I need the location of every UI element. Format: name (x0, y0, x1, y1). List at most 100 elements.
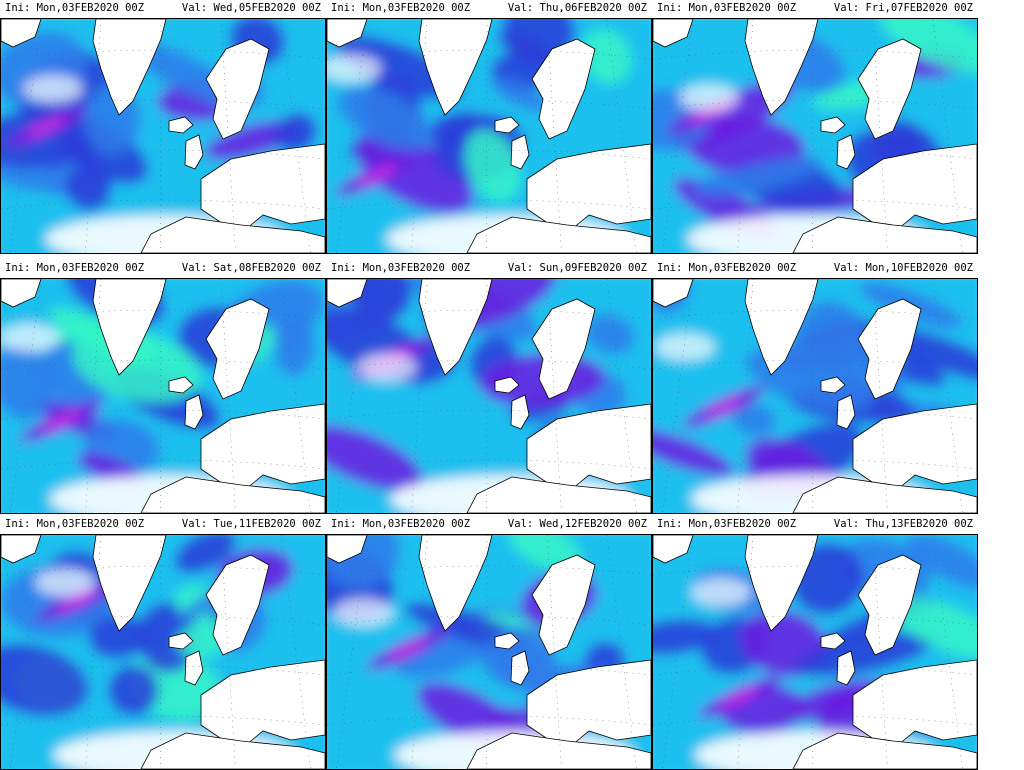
precipitation-map (326, 278, 652, 514)
precipitation-map (0, 18, 326, 254)
lat-lon-grid (653, 19, 977, 253)
british-isles (836, 394, 856, 430)
panel-header: Ini: Mon,03FEB2020 00Z Val: Fri,07FEB2020… (652, 0, 978, 16)
greenland (92, 535, 167, 632)
iceland (168, 116, 194, 134)
init-time-label: Ini: Mon,03FEB2020 00Z (331, 262, 471, 274)
panel-header: Ini: Mon,03FEB2020 00Z Val: Wed,05FEB2020… (0, 0, 326, 16)
arctic-islands (1, 279, 42, 308)
arctic-islands (327, 535, 368, 564)
forecast-panel: Ini: Mon,03FEB2020 00Z Val: Wed,05FEB2020… (0, 0, 326, 254)
continental-europe (200, 659, 325, 746)
iceland (494, 376, 520, 394)
lat-lon-grid (327, 535, 651, 769)
valid-time-label: Val: Thu,06FEB2020 00Z (507, 2, 647, 14)
init-time-label: Ini: Mon,03FEB2020 00Z (5, 518, 145, 530)
lat-lon-grid (1, 535, 325, 769)
landmass-outlines (653, 279, 977, 513)
landmass-outlines (327, 279, 651, 513)
panel-header: Ini: Mon,03FEB2020 00Z Val: Wed,12FEB2020… (326, 516, 652, 532)
landmass-outlines (327, 19, 651, 253)
greenland (92, 279, 167, 376)
valid-time-label: Val: Fri,07FEB2020 00Z (833, 2, 973, 14)
iceland (820, 632, 846, 650)
landmass-outlines (653, 535, 977, 769)
north-africa (140, 732, 325, 769)
iceland (494, 116, 520, 134)
forecast-panel: Ini: Mon,03FEB2020 00Z Val: Sat,08FEB2020… (0, 260, 326, 514)
north-africa (466, 732, 651, 769)
precipitation-map (326, 18, 652, 254)
north-africa (792, 732, 977, 769)
arctic-islands (327, 279, 368, 308)
greenland (92, 19, 167, 116)
valid-time-label: Val: Thu,13FEB2020 00Z (833, 518, 973, 530)
init-time-label: Ini: Mon,03FEB2020 00Z (5, 262, 145, 274)
valid-time-label: Val: Sun,09FEB2020 00Z (507, 262, 647, 274)
scandinavia (857, 554, 922, 656)
panel-header: Ini: Mon,03FEB2020 00Z Val: Thu,13FEB2020… (652, 516, 978, 532)
continental-europe (852, 143, 977, 230)
greenland (418, 279, 493, 376)
scandinavia (531, 554, 596, 656)
north-africa (466, 216, 651, 253)
arctic-islands (653, 279, 694, 308)
north-africa (792, 216, 977, 253)
landmass-outlines (653, 19, 977, 253)
precipitation-map (652, 534, 978, 770)
british-isles (184, 650, 204, 686)
valid-time-label: Val: Wed,12FEB2020 00Z (507, 518, 647, 530)
iceland (494, 632, 520, 650)
valid-time-label: Val: Sat,08FEB2020 00Z (181, 262, 321, 274)
lat-lon-grid (653, 535, 977, 769)
precipitation-map (0, 278, 326, 514)
panel-header: Ini: Mon,03FEB2020 00Z Val: Sun,09FEB2020… (326, 260, 652, 276)
valid-time-label: Val: Wed,05FEB2020 00Z (181, 2, 321, 14)
forecast-panel: Ini: Mon,03FEB2020 00Z Val: Thu,06FEB2020… (326, 0, 652, 254)
continental-europe (526, 659, 651, 746)
landmass-outlines (1, 279, 325, 513)
north-africa (140, 476, 325, 513)
continental-europe (200, 403, 325, 490)
precipitation-map (326, 534, 652, 770)
greenland (744, 535, 819, 632)
british-isles (510, 650, 530, 686)
init-time-label: Ini: Mon,03FEB2020 00Z (657, 262, 797, 274)
precipitation-map (0, 534, 326, 770)
greenland (418, 535, 493, 632)
valid-time-label: Val: Mon,10FEB2020 00Z (833, 262, 973, 274)
landmass-outlines (1, 19, 325, 253)
precipitation-map (652, 278, 978, 514)
arctic-islands (653, 535, 694, 564)
forecast-panel: Ini: Mon,03FEB2020 00Z Val: Mon,10FEB2020… (652, 260, 978, 514)
panel-header: Ini: Mon,03FEB2020 00Z Val: Sat,08FEB2020… (0, 260, 326, 276)
lat-lon-grid (653, 279, 977, 513)
iceland (820, 376, 846, 394)
landmass-outlines (327, 535, 651, 769)
british-isles (836, 134, 856, 170)
continental-europe (526, 403, 651, 490)
lat-lon-grid (327, 19, 651, 253)
greenland (744, 19, 819, 116)
scandinavia (205, 298, 270, 400)
continental-europe (852, 403, 977, 490)
arctic-islands (1, 19, 42, 48)
lat-lon-grid (1, 279, 325, 513)
panel-header: Ini: Mon,03FEB2020 00Z Val: Mon,10FEB2020… (652, 260, 978, 276)
init-time-label: Ini: Mon,03FEB2020 00Z (331, 2, 471, 14)
north-africa (792, 476, 977, 513)
lat-lon-grid (1, 19, 325, 253)
arctic-islands (327, 19, 368, 48)
greenland (744, 279, 819, 376)
init-time-label: Ini: Mon,03FEB2020 00Z (657, 2, 797, 14)
forecast-panel: Ini: Mon,03FEB2020 00Z Val: Sun,09FEB2020… (326, 260, 652, 514)
scandinavia (857, 298, 922, 400)
panel-header: Ini: Mon,03FEB2020 00Z Val: Thu,06FEB2020… (326, 0, 652, 16)
forecast-panel: Ini: Mon,03FEB2020 00Z Val: Tue,11FEB2020… (0, 516, 326, 770)
north-africa (466, 476, 651, 513)
scandinavia (531, 298, 596, 400)
scandinavia (857, 38, 922, 140)
arctic-islands (1, 535, 42, 564)
british-isles (510, 134, 530, 170)
